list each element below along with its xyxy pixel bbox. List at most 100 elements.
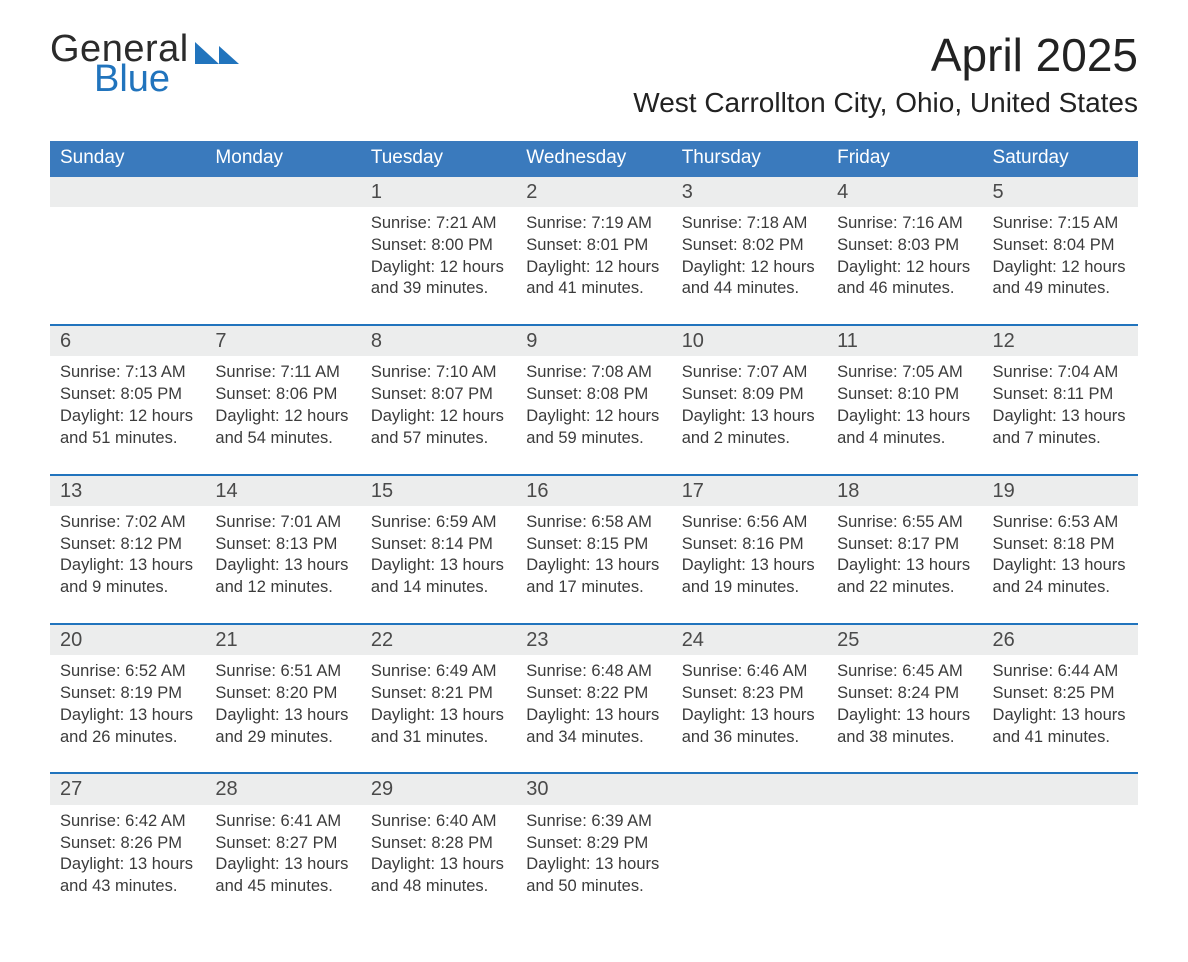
sunrise-line: Sunrise: 7:16 AM <box>837 213 972 235</box>
day-detail-cell: Sunrise: 7:18 AMSunset: 8:02 PMDaylight:… <box>672 207 827 325</box>
day-number-cell: 24 <box>672 624 827 655</box>
blank-cell <box>672 805 827 922</box>
day-number-cell: 10 <box>672 325 827 356</box>
blank-cell <box>50 177 205 207</box>
day-number-cell: 29 <box>361 773 516 804</box>
brand-logo: General Blue <box>50 30 239 98</box>
daylight-line-1: Daylight: 13 hours <box>837 406 972 428</box>
day-number-cell: 27 <box>50 773 205 804</box>
daylight-line-2: and 59 minutes. <box>526 428 661 450</box>
blank-cell <box>983 805 1138 922</box>
sunrise-line: Sunrise: 6:52 AM <box>60 661 195 683</box>
sunset-line: Sunset: 8:18 PM <box>993 534 1128 556</box>
sunrise-line: Sunrise: 6:41 AM <box>215 811 350 833</box>
weekday-header: Wednesday <box>516 141 671 177</box>
sunrise-line: Sunrise: 6:49 AM <box>371 661 506 683</box>
sunset-line: Sunset: 8:26 PM <box>60 833 195 855</box>
daylight-line-1: Daylight: 12 hours <box>837 257 972 279</box>
daylight-line-2: and 9 minutes. <box>60 577 195 599</box>
daylight-line-2: and 41 minutes. <box>993 727 1128 749</box>
sunset-line: Sunset: 8:13 PM <box>215 534 350 556</box>
day-number-row: 13141516171819 <box>50 475 1138 506</box>
day-detail-cell: Sunrise: 6:40 AMSunset: 8:28 PMDaylight:… <box>361 805 516 922</box>
daylight-line-1: Daylight: 13 hours <box>215 854 350 876</box>
sunrise-line: Sunrise: 6:42 AM <box>60 811 195 833</box>
sunrise-line: Sunrise: 7:02 AM <box>60 512 195 534</box>
daylight-line-2: and 45 minutes. <box>215 876 350 898</box>
blank-cell <box>50 207 205 325</box>
daylight-line-1: Daylight: 13 hours <box>837 555 972 577</box>
weekday-header: Friday <box>827 141 982 177</box>
day-number-row: 27282930 <box>50 773 1138 804</box>
daylight-line-1: Daylight: 13 hours <box>526 854 661 876</box>
sunrise-line: Sunrise: 6:55 AM <box>837 512 972 534</box>
sunset-line: Sunset: 8:06 PM <box>215 384 350 406</box>
daylight-line-2: and 29 minutes. <box>215 727 350 749</box>
daylight-line-1: Daylight: 13 hours <box>371 854 506 876</box>
day-detail-cell: Sunrise: 6:53 AMSunset: 8:18 PMDaylight:… <box>983 506 1138 624</box>
daylight-line-2: and 24 minutes. <box>993 577 1128 599</box>
sunset-line: Sunset: 8:00 PM <box>371 235 506 257</box>
daylight-line-2: and 14 minutes. <box>371 577 506 599</box>
sunset-line: Sunset: 8:02 PM <box>682 235 817 257</box>
day-number-cell: 26 <box>983 624 1138 655</box>
sunrise-line: Sunrise: 7:07 AM <box>682 362 817 384</box>
daylight-line-2: and 39 minutes. <box>371 278 506 300</box>
page-header: General Blue April 2025 West Carrollton … <box>50 30 1138 119</box>
sunrise-line: Sunrise: 7:04 AM <box>993 362 1128 384</box>
day-detail-cell: Sunrise: 7:15 AMSunset: 8:04 PMDaylight:… <box>983 207 1138 325</box>
daylight-line-1: Daylight: 13 hours <box>215 705 350 727</box>
daylight-line-2: and 41 minutes. <box>526 278 661 300</box>
sunset-line: Sunset: 8:11 PM <box>993 384 1128 406</box>
sunset-line: Sunset: 8:17 PM <box>837 534 972 556</box>
day-detail-cell: Sunrise: 7:13 AMSunset: 8:05 PMDaylight:… <box>50 356 205 474</box>
daylight-line-1: Daylight: 12 hours <box>526 257 661 279</box>
day-number-cell: 3 <box>672 177 827 207</box>
day-detail-cell: Sunrise: 6:42 AMSunset: 8:26 PMDaylight:… <box>50 805 205 922</box>
sunrise-line: Sunrise: 6:58 AM <box>526 512 661 534</box>
day-number-cell: 1 <box>361 177 516 207</box>
sunset-line: Sunset: 8:09 PM <box>682 384 817 406</box>
sunset-line: Sunset: 8:20 PM <box>215 683 350 705</box>
sunrise-line: Sunrise: 7:01 AM <box>215 512 350 534</box>
daylight-line-1: Daylight: 13 hours <box>993 406 1128 428</box>
sunrise-line: Sunrise: 7:05 AM <box>837 362 972 384</box>
day-number-cell: 4 <box>827 177 982 207</box>
day-detail-row: Sunrise: 7:02 AMSunset: 8:12 PMDaylight:… <box>50 506 1138 624</box>
daylight-line-1: Daylight: 13 hours <box>60 854 195 876</box>
day-detail-cell: Sunrise: 7:02 AMSunset: 8:12 PMDaylight:… <box>50 506 205 624</box>
daylight-line-2: and 51 minutes. <box>60 428 195 450</box>
day-detail-cell: Sunrise: 7:05 AMSunset: 8:10 PMDaylight:… <box>827 356 982 474</box>
day-detail-cell: Sunrise: 7:19 AMSunset: 8:01 PMDaylight:… <box>516 207 671 325</box>
daylight-line-1: Daylight: 12 hours <box>60 406 195 428</box>
calendar-table: SundayMondayTuesdayWednesdayThursdayFrid… <box>50 141 1138 922</box>
sunrise-line: Sunrise: 7:21 AM <box>371 213 506 235</box>
day-detail-row: Sunrise: 6:42 AMSunset: 8:26 PMDaylight:… <box>50 805 1138 922</box>
sunrise-line: Sunrise: 7:13 AM <box>60 362 195 384</box>
daylight-line-2: and 46 minutes. <box>837 278 972 300</box>
daylight-line-2: and 48 minutes. <box>371 876 506 898</box>
sunset-line: Sunset: 8:05 PM <box>60 384 195 406</box>
weekday-header: Tuesday <box>361 141 516 177</box>
month-title: April 2025 <box>633 30 1138 81</box>
day-detail-row: Sunrise: 7:13 AMSunset: 8:05 PMDaylight:… <box>50 356 1138 474</box>
daylight-line-2: and 50 minutes. <box>526 876 661 898</box>
weekday-header: Monday <box>205 141 360 177</box>
day-detail-cell: Sunrise: 6:48 AMSunset: 8:22 PMDaylight:… <box>516 655 671 773</box>
blank-cell <box>205 177 360 207</box>
blank-cell <box>672 773 827 804</box>
daylight-line-1: Daylight: 13 hours <box>215 555 350 577</box>
day-detail-cell: Sunrise: 6:39 AMSunset: 8:29 PMDaylight:… <box>516 805 671 922</box>
blank-cell <box>983 773 1138 804</box>
daylight-line-1: Daylight: 13 hours <box>993 555 1128 577</box>
sunset-line: Sunset: 8:23 PM <box>682 683 817 705</box>
day-detail-cell: Sunrise: 6:51 AMSunset: 8:20 PMDaylight:… <box>205 655 360 773</box>
sunrise-line: Sunrise: 7:08 AM <box>526 362 661 384</box>
daylight-line-1: Daylight: 12 hours <box>993 257 1128 279</box>
weekday-header: Thursday <box>672 141 827 177</box>
day-number-row: 6789101112 <box>50 325 1138 356</box>
daylight-line-1: Daylight: 13 hours <box>993 705 1128 727</box>
day-number-cell: 22 <box>361 624 516 655</box>
day-number-cell: 19 <box>983 475 1138 506</box>
day-number-cell: 2 <box>516 177 671 207</box>
